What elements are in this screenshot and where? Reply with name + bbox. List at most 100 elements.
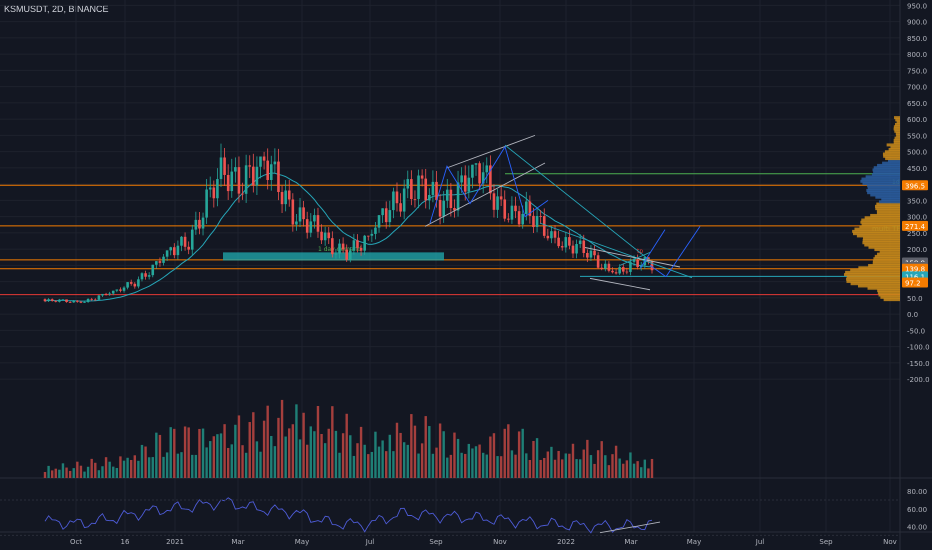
profile-bar: [843, 273, 900, 277]
volume-bar: [650, 458, 654, 478]
candle-body: [496, 196, 499, 210]
candle-body: [97, 295, 101, 300]
candle-body: [431, 181, 435, 195]
candle-body: [413, 199, 417, 200]
profile-bar: [866, 188, 900, 192]
trend-line: [504, 144, 653, 263]
volume-bar: [406, 444, 409, 478]
candle-body: [410, 179, 413, 200]
candle-body: [471, 164, 474, 178]
candle-body: [241, 193, 244, 195]
volume-bar: [201, 428, 205, 478]
candle-body: [438, 199, 442, 217]
candle-body: [650, 261, 654, 271]
candle-body: [388, 210, 392, 223]
volume-bar: [460, 452, 463, 478]
candle-body: [158, 261, 162, 263]
volume-bar: [104, 457, 108, 478]
volume-bar: [435, 447, 438, 478]
candle-body: [356, 240, 359, 248]
candle-body: [348, 250, 352, 260]
profile-bar: [846, 277, 900, 281]
profile-bar: [876, 209, 900, 213]
profile-bar: [857, 284, 900, 288]
volume-bar: [614, 445, 618, 478]
candle-body: [79, 301, 83, 303]
candle-body: [262, 156, 266, 161]
candle-body: [571, 245, 575, 254]
candle-body: [445, 189, 449, 201]
time-tick-label: Sep: [819, 538, 833, 546]
volume-bar: [593, 463, 596, 478]
profile-bar: [861, 223, 900, 227]
price-tick-label: 550.0: [907, 132, 927, 140]
volume-bar: [230, 444, 233, 478]
volume-bar: [410, 414, 413, 478]
volume-bar: [194, 454, 198, 478]
volume-bar: [359, 426, 363, 478]
candle-body: [377, 215, 381, 228]
profile-bar: [878, 293, 900, 297]
rsi-tick-label: 80.00: [907, 488, 927, 496]
candle-body: [384, 208, 388, 223]
profile-bar: [893, 138, 900, 142]
volume-bar: [499, 456, 503, 478]
candle-body: [65, 299, 68, 303]
volume-bar: [510, 450, 514, 478]
volume-bar: [140, 444, 144, 478]
candle-body: [43, 299, 47, 302]
price-badge-label: 271.4: [905, 223, 926, 231]
profile-bar: [893, 127, 900, 131]
volume-bar: [115, 467, 119, 478]
time-tick-label: 2022: [557, 538, 575, 546]
profile-bar: [875, 207, 900, 211]
candle-body: [194, 219, 198, 230]
volume-bar: [561, 459, 564, 478]
trend-line: [424, 162, 546, 227]
volume-bar: [65, 467, 68, 478]
candle-body: [151, 264, 155, 276]
volume-bar: [507, 424, 510, 478]
profile-bar: [872, 259, 900, 263]
price-badge-label: 139.8: [905, 266, 925, 274]
candle-body: [83, 301, 86, 303]
candle-body: [273, 161, 277, 165]
candle-body: [252, 166, 255, 186]
profile-bar: [861, 177, 900, 181]
profile-bar: [888, 147, 900, 151]
volume-bar: [165, 452, 169, 478]
profile-bar: [895, 132, 900, 136]
volume-bar: [546, 451, 550, 478]
price-tick-label: 250.0: [907, 230, 927, 238]
volume-bar: [417, 453, 420, 478]
volume-bar: [173, 428, 176, 478]
volume-bar: [90, 458, 93, 478]
candle-body: [528, 201, 532, 216]
profile-bar: [874, 254, 900, 258]
volume-bar: [492, 433, 496, 478]
volume-bar: [68, 470, 72, 478]
candle-body: [424, 178, 428, 201]
volume-bar: [133, 455, 136, 478]
volume-bar: [582, 449, 585, 478]
profile-bar: [850, 268, 900, 272]
volume-bar: [571, 443, 575, 478]
candle-body: [255, 166, 259, 186]
rsi-tick-label: 60.00: [907, 506, 927, 514]
candle-body: [456, 182, 460, 211]
volume-bar: [266, 405, 269, 478]
profile-bar: [883, 154, 900, 158]
candle-body: [435, 181, 438, 200]
volume-bar: [596, 450, 600, 478]
candle-body: [173, 247, 176, 256]
price-badge: [902, 220, 928, 231]
candle-body: [226, 174, 230, 192]
price-tick-label: 900.0: [907, 19, 927, 27]
volume-bar: [370, 451, 374, 478]
volume-bar: [248, 422, 251, 478]
volume-bar: [367, 454, 370, 478]
candle-body: [366, 235, 370, 237]
time-tick-label: Mar: [624, 538, 637, 546]
candle-body: [460, 175, 463, 183]
